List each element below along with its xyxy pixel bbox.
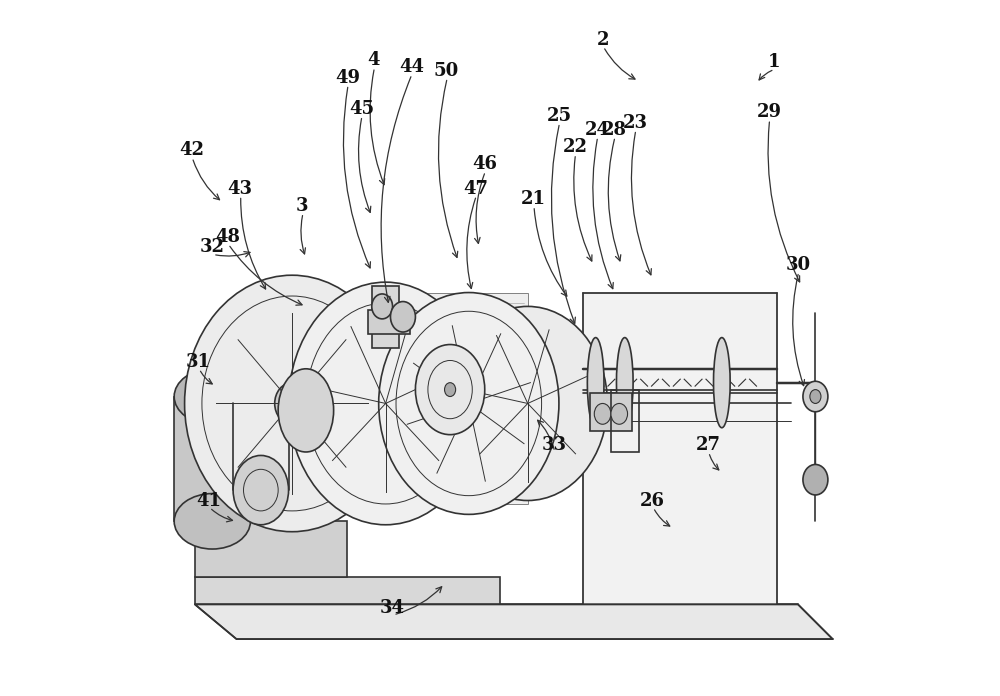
Text: 45: 45 — [349, 100, 374, 118]
Polygon shape — [583, 292, 777, 605]
Text: 1: 1 — [768, 54, 780, 72]
Ellipse shape — [390, 301, 415, 332]
Ellipse shape — [803, 381, 828, 412]
Ellipse shape — [611, 404, 628, 425]
Text: 21: 21 — [521, 190, 546, 208]
Ellipse shape — [616, 338, 633, 428]
Text: 50: 50 — [434, 62, 459, 80]
Ellipse shape — [803, 464, 828, 495]
Text: 48: 48 — [215, 228, 240, 246]
Polygon shape — [174, 397, 250, 521]
Text: 46: 46 — [472, 155, 497, 173]
Text: 24: 24 — [585, 120, 610, 139]
Text: 34: 34 — [380, 599, 405, 617]
Text: 22: 22 — [562, 138, 587, 156]
Text: 33: 33 — [542, 436, 567, 454]
Ellipse shape — [714, 338, 730, 428]
Text: 47: 47 — [463, 180, 488, 198]
Text: 25: 25 — [546, 106, 571, 125]
Text: 26: 26 — [640, 491, 665, 509]
Ellipse shape — [372, 294, 393, 319]
Ellipse shape — [174, 369, 250, 425]
Ellipse shape — [415, 345, 485, 435]
Polygon shape — [195, 605, 833, 639]
Ellipse shape — [275, 383, 309, 425]
Polygon shape — [195, 577, 500, 605]
Text: 41: 41 — [196, 491, 221, 509]
Text: 29: 29 — [756, 103, 781, 121]
Bar — [611, 390, 639, 452]
Bar — [372, 285, 399, 348]
Text: 43: 43 — [228, 180, 253, 198]
Text: 3: 3 — [296, 197, 309, 215]
Ellipse shape — [278, 369, 334, 452]
Text: 28: 28 — [602, 120, 627, 139]
Ellipse shape — [445, 383, 456, 397]
Ellipse shape — [594, 404, 611, 425]
Ellipse shape — [289, 282, 483, 525]
Text: 31: 31 — [186, 353, 211, 371]
Text: 27: 27 — [695, 436, 720, 454]
Ellipse shape — [174, 493, 250, 549]
Text: 42: 42 — [179, 141, 204, 159]
Text: 23: 23 — [623, 113, 648, 132]
Bar — [368, 310, 410, 334]
Ellipse shape — [448, 306, 607, 500]
Text: 49: 49 — [335, 69, 360, 86]
Ellipse shape — [810, 390, 821, 404]
Ellipse shape — [185, 275, 399, 532]
Ellipse shape — [587, 338, 604, 428]
Polygon shape — [195, 521, 347, 577]
Polygon shape — [316, 292, 528, 504]
Text: 44: 44 — [399, 58, 424, 77]
Text: 30: 30 — [786, 256, 811, 274]
Text: 32: 32 — [200, 239, 225, 257]
Text: 2: 2 — [596, 31, 609, 49]
Ellipse shape — [379, 292, 559, 514]
Bar — [590, 393, 632, 432]
Text: 4: 4 — [368, 52, 380, 70]
Ellipse shape — [233, 455, 289, 525]
